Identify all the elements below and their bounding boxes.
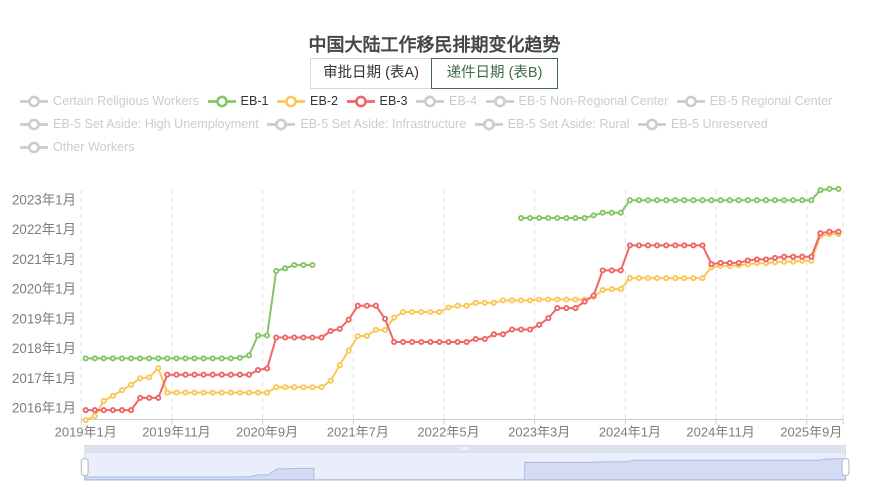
svg-text:2018年1月: 2018年1月 bbox=[12, 341, 76, 356]
svg-text:2020年9月: 2020年9月 bbox=[236, 424, 298, 439]
svg-text:2023年1月: 2023年1月 bbox=[12, 192, 76, 207]
svg-text:2023年3月: 2023年3月 bbox=[508, 424, 570, 439]
svg-text:2021年1月: 2021年1月 bbox=[12, 252, 76, 267]
svg-text:2017年1月: 2017年1月 bbox=[12, 371, 76, 386]
svg-text:2020年1月: 2020年1月 bbox=[12, 282, 76, 297]
svg-text:2024年11月: 2024年11月 bbox=[686, 424, 754, 439]
svg-text:2025年9月: 2025年9月 bbox=[780, 424, 842, 439]
svg-text:2016年1月: 2016年1月 bbox=[12, 401, 76, 416]
svg-text:2019年1月: 2019年1月 bbox=[55, 424, 117, 439]
svg-text:2019年1月: 2019年1月 bbox=[12, 311, 76, 326]
svg-text:2022年1月: 2022年1月 bbox=[12, 222, 76, 237]
svg-text:2022年5月: 2022年5月 bbox=[417, 424, 479, 439]
svg-text:2024年1月: 2024年1月 bbox=[599, 424, 661, 439]
svg-text:2019年11月: 2019年11月 bbox=[142, 424, 210, 439]
svg-text:2021年7月: 2021年7月 bbox=[327, 424, 389, 439]
